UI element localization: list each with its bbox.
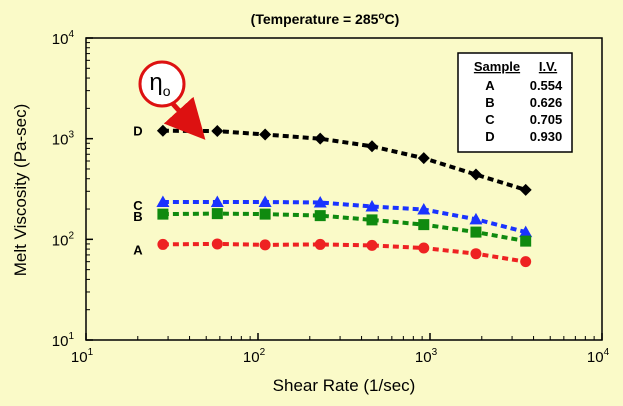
series-d-marker bbox=[259, 128, 272, 141]
y-tick-label: 102 bbox=[52, 230, 75, 249]
y-tick-label-base: 10 bbox=[52, 31, 69, 48]
series-c-marker bbox=[313, 196, 327, 208]
y-tick-label-exponent: 3 bbox=[68, 130, 74, 141]
series-label-d: D bbox=[133, 124, 142, 139]
legend-sample-c: C bbox=[485, 112, 495, 127]
series-a-marker bbox=[418, 242, 430, 254]
series-a-marker bbox=[314, 238, 326, 250]
y-tick-label-exponent: 2 bbox=[68, 230, 74, 241]
x-tick-label-exponent: 3 bbox=[432, 347, 438, 358]
x-tick-label-base: 10 bbox=[71, 349, 88, 366]
series-b bbox=[157, 208, 532, 247]
series-a-marker bbox=[520, 256, 532, 268]
series-d-marker bbox=[156, 124, 169, 137]
x-tick-label-base: 10 bbox=[587, 349, 604, 366]
series-a-marker bbox=[470, 248, 482, 260]
series-c-marker bbox=[417, 202, 431, 215]
series-a-marker bbox=[211, 238, 223, 250]
series-b-marker bbox=[418, 219, 430, 231]
series-b-marker bbox=[211, 208, 223, 220]
chart-title: (Temperature = 285oC) bbox=[251, 11, 400, 27]
series-d-marker bbox=[417, 152, 430, 165]
legend-iv-a: 0.554 bbox=[530, 78, 563, 93]
series-c-marker bbox=[519, 225, 533, 238]
y-tick-label-base: 10 bbox=[52, 232, 69, 249]
series-a-marker bbox=[157, 238, 169, 250]
series-c-marker bbox=[258, 195, 272, 207]
y-tick-label-base: 10 bbox=[52, 333, 69, 350]
x-tick-label-exponent: 1 bbox=[88, 347, 94, 358]
series-d-marker bbox=[469, 168, 482, 181]
series-c-marker bbox=[156, 195, 170, 207]
eta-zero-callout: ηo bbox=[138, 60, 206, 140]
plot-area bbox=[85, 37, 603, 341]
series-a-line bbox=[162, 241, 527, 264]
y-tick-label-exponent: 1 bbox=[68, 331, 74, 342]
series-d-marker bbox=[519, 183, 532, 196]
y-tick-label: 101 bbox=[52, 331, 75, 350]
series-a bbox=[157, 238, 532, 268]
x-tick-label-exponent: 4 bbox=[604, 347, 610, 358]
series-c bbox=[156, 195, 533, 238]
legend-sample-d: D bbox=[485, 129, 494, 144]
legend-sample-a: A bbox=[485, 78, 495, 93]
x-tick-label-base: 10 bbox=[415, 349, 432, 366]
y-tick-label: 104 bbox=[52, 29, 75, 48]
series-b-marker bbox=[366, 214, 378, 226]
y-tick-label-exponent: 4 bbox=[68, 29, 74, 40]
callout-arrow bbox=[163, 96, 206, 140]
x-tick-label-exponent: 2 bbox=[260, 347, 266, 358]
legend-iv-c: 0.705 bbox=[530, 112, 563, 127]
series-b-marker bbox=[314, 210, 326, 222]
legend-sample-b: B bbox=[485, 95, 494, 110]
x-axis-label: Shear Rate (1/sec) bbox=[273, 376, 416, 395]
series-c-marker bbox=[469, 212, 483, 225]
callout-label: ηo bbox=[149, 69, 170, 99]
x-tick-label-base: 10 bbox=[243, 349, 260, 366]
y-tick-label-base: 10 bbox=[52, 132, 69, 149]
y-axis-label: Melt Viscosity (Pa-sec) bbox=[11, 104, 30, 277]
legend-header-sample: Sample bbox=[474, 59, 520, 74]
series-label-a: A bbox=[133, 242, 143, 257]
series-label-b: B bbox=[133, 209, 142, 224]
series-d-marker bbox=[211, 125, 224, 138]
series-a-marker bbox=[366, 239, 378, 251]
x-tick-label: 103 bbox=[415, 347, 438, 366]
x-tick-label: 102 bbox=[243, 347, 266, 366]
series-d bbox=[156, 124, 532, 196]
series-d-line bbox=[162, 128, 527, 192]
series-b-marker bbox=[520, 235, 532, 247]
legend-iv-b: 0.626 bbox=[530, 95, 563, 110]
callout-eta: η bbox=[149, 69, 162, 96]
chart-title-main: (Temperature = 285 bbox=[251, 11, 379, 27]
series-c-marker bbox=[365, 199, 379, 212]
series-d-marker bbox=[365, 140, 378, 153]
callout-circle bbox=[138, 60, 186, 108]
series-a-marker bbox=[259, 239, 271, 251]
series-lines bbox=[156, 124, 533, 268]
x-tick-label: 104 bbox=[587, 347, 610, 366]
x-tick-label: 101 bbox=[71, 347, 94, 366]
series-b-marker bbox=[157, 208, 169, 220]
callout-eta-subscript: o bbox=[163, 83, 171, 99]
series-b-line bbox=[162, 211, 527, 244]
legend-iv-d: 0.930 bbox=[530, 129, 563, 144]
legend-box bbox=[457, 52, 573, 153]
legend-table: Sample I.V. A 0.554 B 0.626 C 0.705 D 0.… bbox=[457, 52, 573, 153]
y-tick-label: 103 bbox=[52, 130, 75, 149]
series-b-marker bbox=[259, 208, 271, 220]
chart-title-tail: C) bbox=[385, 11, 400, 27]
chart-title-superscript: o bbox=[378, 11, 384, 22]
series-label-c: C bbox=[133, 198, 143, 213]
series-c-marker bbox=[210, 195, 224, 207]
series-labels: D CB A bbox=[133, 124, 143, 258]
series-c-line bbox=[162, 200, 527, 235]
series-d-marker bbox=[314, 132, 327, 145]
series-b-marker bbox=[470, 226, 482, 238]
legend-header-iv: I.V. bbox=[539, 59, 557, 74]
